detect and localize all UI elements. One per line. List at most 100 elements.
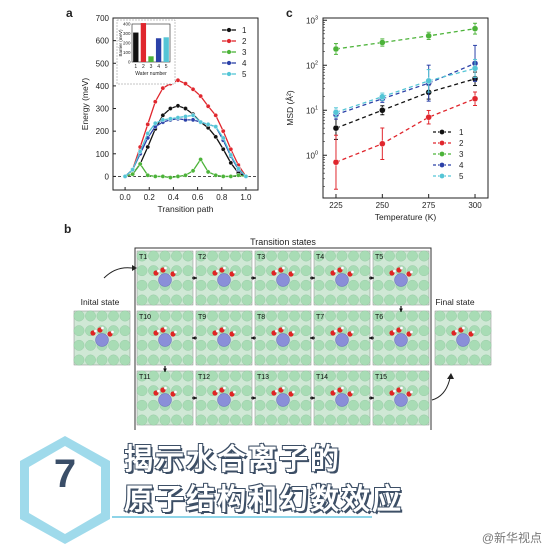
surface-atom [108, 354, 119, 366]
surface-atom [254, 310, 266, 322]
surface-atom [384, 370, 395, 382]
surface-atom [195, 325, 207, 337]
surface-atom [359, 385, 371, 397]
surface-atom [446, 339, 457, 351]
surface-atom [218, 354, 230, 366]
hydrogen-atom [461, 326, 466, 330]
hydrogen-atom [100, 326, 105, 330]
surface-atom [207, 339, 218, 351]
arrow-initial-in [103, 267, 133, 279]
surface-atom [348, 294, 359, 306]
hydrogen-atom [392, 389, 397, 393]
hydrogen-atom [333, 389, 338, 393]
central-ion [276, 333, 290, 347]
central-ion [394, 273, 408, 287]
surface-atom [325, 399, 336, 411]
legend-c-label-3: 3 [459, 150, 464, 159]
hydrogen-atom [281, 386, 286, 390]
y-tick-exponent-c: 1 [315, 105, 318, 111]
initial-state-tile [73, 310, 131, 366]
legend-c-label-5: 5 [459, 172, 464, 181]
surface-atom [384, 399, 395, 411]
surface-atom [171, 294, 182, 306]
hydrogen-atom [399, 386, 404, 390]
series-3-point [228, 174, 234, 179]
plot-area-a [112, 17, 259, 191]
surface-atom [230, 414, 241, 426]
surface-atom [207, 370, 218, 382]
surface-atom [336, 414, 348, 426]
hydrogen-atom [350, 270, 355, 274]
surface-atom [372, 414, 384, 426]
surface-atom [395, 250, 407, 262]
series-2-point-c [425, 114, 432, 121]
surface-atom [254, 385, 266, 397]
inset-x-tick-label: 2 [142, 64, 145, 70]
surface-atom [372, 325, 384, 337]
state-tile-T4-label: T4 [316, 254, 324, 261]
surface-atom [313, 250, 325, 262]
central-ion [456, 333, 470, 347]
surface-atom [434, 339, 446, 351]
surface-atom [446, 310, 457, 322]
surface-atom [266, 339, 277, 351]
surface-atom [277, 294, 289, 306]
surface-atom [313, 339, 325, 351]
surface-atom [313, 385, 325, 397]
flow-arrowhead [163, 368, 167, 372]
surface-atom [159, 370, 171, 382]
hydrogen-atom [110, 330, 115, 334]
surface-atom [289, 294, 300, 306]
series-2-point [213, 113, 219, 118]
panel-b-letter: b [64, 222, 72, 236]
surface-atom [119, 310, 131, 322]
surface-atom [277, 370, 289, 382]
surface-atom [171, 279, 182, 291]
surface-atom [372, 310, 384, 322]
surface-atom [254, 294, 266, 306]
flow-arrowhead [370, 276, 374, 280]
state-tile-T14: T14 [313, 370, 371, 426]
surface-atom [359, 414, 371, 426]
surface-atom [407, 294, 418, 306]
surface-atom [96, 310, 108, 322]
surface-atom [434, 354, 446, 366]
caption-line-2: 原子结构和幻数效应 [124, 482, 404, 516]
central-ion [217, 273, 231, 287]
flow-arrowhead [310, 336, 314, 340]
surface-atom [171, 370, 182, 382]
legend-c-marker-4 [439, 162, 445, 168]
series-5-point [243, 174, 249, 179]
surface-atom [254, 265, 266, 277]
surface-atom [289, 370, 300, 382]
series-3-point [175, 174, 181, 179]
surface-atom [195, 385, 207, 397]
surface-atom [289, 339, 300, 351]
surface-atom [325, 279, 336, 291]
surface-atom [148, 279, 159, 291]
surface-atom [457, 354, 469, 366]
surface-atom [266, 399, 277, 411]
series-5-point [183, 114, 188, 119]
hydrogen-atom [163, 266, 168, 270]
series-5-point [122, 174, 128, 179]
legend-c-marker-3 [439, 151, 445, 157]
surface-atom [359, 310, 371, 322]
surface-atom [230, 250, 241, 262]
flow-arrowhead [369, 336, 373, 340]
surface-atom [230, 339, 241, 351]
series-5-point [145, 131, 151, 136]
state-tile-T12-label: T12 [198, 374, 210, 381]
series-2-line [124, 79, 247, 177]
state-tile-T5: T5 [372, 250, 430, 306]
hydrogen-atom [156, 389, 161, 393]
surface-atom [148, 310, 159, 322]
surface-atom [395, 414, 407, 426]
surface-atom [195, 354, 207, 366]
surface-atom [148, 399, 159, 411]
surface-atom [207, 250, 218, 262]
hydrogen-atom [173, 330, 178, 334]
surface-atom [407, 279, 418, 291]
surface-atom [480, 310, 492, 322]
surface-atom [73, 325, 85, 337]
